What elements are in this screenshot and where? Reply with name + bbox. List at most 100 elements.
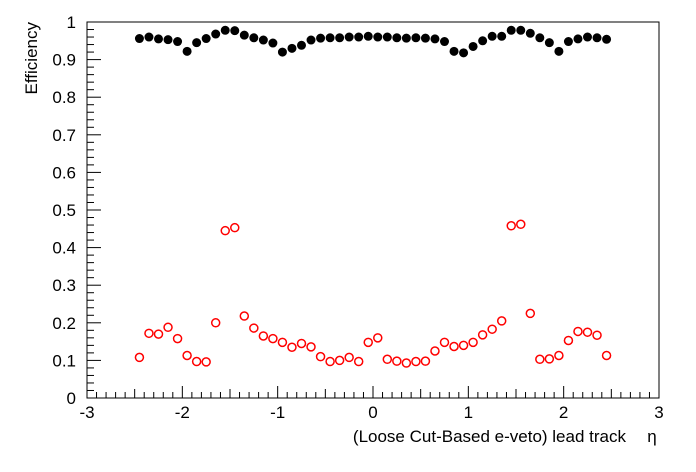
y-tick-label: 0.9 [52, 51, 76, 70]
data-point-series-2 [210, 318, 221, 328]
x-tick-label: 2 [559, 403, 568, 422]
data-point-series-1 [354, 32, 364, 42]
data-point-series-1 [573, 34, 583, 44]
data-point-series-2 [573, 326, 583, 337]
data-point-series-2 [277, 337, 288, 348]
data-point-series-1 [554, 46, 564, 56]
data-point-series-1 [163, 35, 173, 45]
y-tick-label: 1 [67, 13, 76, 32]
x-tick-label: 3 [654, 403, 663, 422]
data-point-series-2 [315, 351, 326, 362]
data-point-series-1 [583, 32, 592, 42]
y-tick-labels: 0 0.1 0.2 0.3 0.4 0.5 0.6 0.7 0.8 0.9 1 [52, 13, 76, 408]
axis-ticks [86, 21, 660, 399]
data-points [134, 25, 612, 368]
data-point-series-2 [554, 350, 564, 361]
data-point-series-1 [154, 34, 163, 44]
data-point-series-1 [602, 34, 612, 44]
data-point-series-2 [287, 342, 297, 352]
data-point-series-1 [382, 32, 392, 42]
data-point-series-1 [268, 38, 278, 48]
data-point-series-1 [420, 33, 430, 43]
data-point-series-1 [325, 33, 335, 43]
y-tick-label: 0 [67, 389, 76, 408]
y-tick-label: 0.5 [52, 201, 76, 220]
data-point-series-2 [401, 358, 412, 368]
data-point-series-1 [440, 37, 449, 47]
data-point-series-2 [382, 354, 393, 365]
data-point-series-2 [172, 333, 183, 344]
data-point-series-1 [144, 32, 154, 42]
data-point-series-1 [230, 26, 240, 36]
x-axis-title: (Loose Cut-Based e-veto) lead track [353, 427, 627, 446]
y-tick-label: 0.2 [52, 314, 76, 333]
data-point-series-1 [411, 33, 421, 43]
data-point-series-2 [601, 350, 612, 361]
data-point-series-2 [153, 329, 164, 339]
data-point-series-1 [478, 36, 488, 46]
data-point-series-2 [544, 354, 555, 364]
data-point-series-2 [201, 357, 211, 367]
data-point-series-1 [335, 33, 345, 43]
data-point-series-2 [477, 330, 488, 340]
data-point-series-1 [516, 25, 526, 35]
data-point-series-2 [496, 316, 507, 326]
y-tick-label: 0.7 [52, 126, 76, 145]
data-point-series-2 [230, 222, 240, 233]
data-point-series-2 [411, 356, 421, 367]
data-point-series-2 [525, 308, 536, 319]
data-point-series-1 [535, 33, 545, 43]
data-point-series-2 [268, 333, 278, 344]
y-tick-label: 0.8 [52, 88, 76, 107]
data-point-series-2 [449, 341, 459, 352]
data-point-series-2 [144, 328, 154, 339]
x-tick-label: -2 [175, 403, 190, 422]
data-point-series-2 [306, 342, 316, 352]
data-point-series-2 [373, 333, 383, 343]
data-point-series-1 [563, 37, 573, 47]
data-point-series-2 [249, 323, 259, 333]
data-point-series-1 [173, 37, 183, 47]
x-tick-label: 1 [464, 403, 473, 422]
data-point-series-2 [506, 221, 516, 231]
data-point-series-2 [592, 330, 602, 340]
data-point-series-1 [277, 47, 287, 57]
data-point-series-1 [220, 25, 230, 35]
data-point-series-2 [134, 352, 145, 363]
data-point-series-1 [134, 34, 144, 44]
data-point-series-2 [439, 337, 450, 348]
data-point-series-1 [459, 48, 469, 58]
data-point-series-2 [353, 356, 364, 367]
data-point-series-1 [468, 41, 478, 51]
data-point-series-2 [296, 338, 307, 349]
data-point-series-2 [458, 340, 469, 351]
data-point-series-1 [392, 33, 402, 43]
data-point-series-2 [430, 346, 440, 356]
data-point-series-1 [497, 31, 507, 41]
y-tick-label: 0.3 [52, 276, 76, 295]
data-point-series-1 [344, 32, 354, 42]
data-point-series-1 [592, 33, 602, 43]
data-point-series-2 [582, 327, 593, 337]
data-point-series-2 [163, 322, 173, 333]
data-point-series-2 [420, 356, 431, 366]
data-point-series-1 [297, 40, 306, 50]
x-axis-symbol: η [647, 427, 656, 446]
data-point-series-1 [316, 33, 326, 43]
data-point-series-1 [306, 35, 316, 45]
y-tick-label: 0.1 [52, 351, 76, 370]
data-point-series-2 [563, 335, 574, 346]
data-point-series-2 [535, 354, 545, 365]
data-point-series-1 [182, 46, 192, 56]
x-tick-label: 0 [368, 403, 377, 422]
x-tick-label: -3 [79, 403, 94, 422]
data-point-series-1 [258, 35, 268, 45]
data-point-series-2 [239, 311, 250, 321]
data-point-series-2 [325, 356, 335, 367]
data-point-series-1 [373, 32, 383, 42]
data-point-series-2 [191, 356, 202, 367]
data-point-series-2 [363, 337, 373, 348]
data-point-series-2 [516, 219, 526, 230]
